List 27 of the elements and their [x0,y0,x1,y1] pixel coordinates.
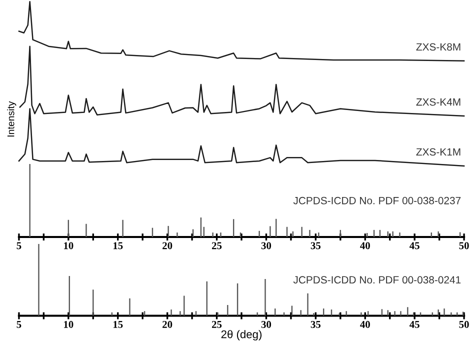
x-tick-label: 45 [410,321,420,328]
x-axis-title: 2θ (deg) [221,330,262,340]
x-tick-label: 40 [360,242,370,250]
series-label: ZXS-K1M [416,148,460,156]
x-tick-label: 35 [310,242,321,250]
x-tick-label: 25 [212,320,222,328]
series-label: ZXS-K8M [416,43,460,51]
x-tick-label: 45 [410,242,420,250]
x-tick-label: 30 [261,242,272,250]
x-tick-label: 10 [64,320,74,328]
x-tick-label: 25 [212,242,222,250]
x-tick-label: 40 [360,320,370,328]
x-tick-label: 10 [64,242,74,250]
text: JCPDS-ICDD No. PDF 00-038-0237 [293,196,461,204]
x-tick-label: 15 [113,320,123,328]
x-tick-label: 20 [162,320,172,328]
x-tick-label: 5 [16,321,22,328]
y-axis-title: Intensity [7,101,16,137]
series-label: JCPDS-ICDD No. PDF 00-038-0241 [293,276,461,284]
series-label: ZXS-K4M [416,98,460,106]
x-tick-label: 30 [261,320,272,328]
x-tick-label: 50 [459,242,469,250]
x-tick-label: 15 [113,242,123,250]
x-tick-label: 35 [310,320,321,328]
x-tick-label: 20 [162,242,172,250]
x-tick-label: 50 [459,320,469,328]
x-tick-label: 5 [16,242,22,250]
